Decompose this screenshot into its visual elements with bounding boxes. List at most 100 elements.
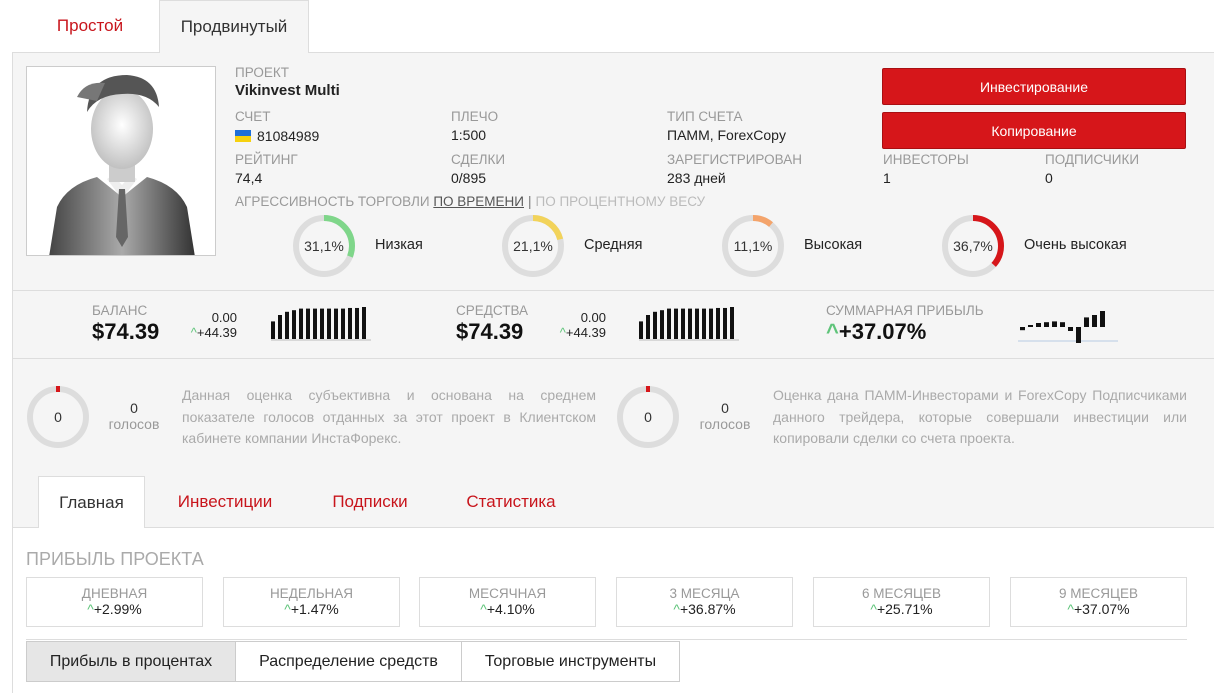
balance-top-number: 0.00 <box>211 310 237 325</box>
copy-button[interactable]: Копирование <box>882 112 1186 149</box>
sparkline-bar <box>1036 323 1041 327</box>
profit-title: ПРИБЫЛЬ ПРОЕКТА <box>26 549 204 569</box>
sparkline-bar <box>1060 322 1065 327</box>
tab-trading-instruments[interactable]: Торговые инструменты <box>461 641 680 682</box>
profit-period-number: +1.47% <box>290 601 339 617</box>
sparkline-bar <box>702 308 706 339</box>
account-number: 81084989 <box>257 128 320 144</box>
profit-period-label: 6 МЕСЯЦЕВ <box>861 586 941 601</box>
up-arrow-icon: ^ <box>190 325 197 340</box>
funds-sparkline <box>639 307 739 341</box>
tab-investments[interactable]: Инвестиции <box>177 492 273 511</box>
sparkline-bar <box>1044 322 1049 327</box>
tab-simple[interactable]: Простой <box>56 16 124 35</box>
profit-period-number: +2.99% <box>93 601 142 617</box>
funds-top-number: 0.00 <box>580 310 606 325</box>
up-arrow-icon: ^ <box>870 601 877 617</box>
trades-label: СДЕЛКИ <box>451 152 506 167</box>
sparkline-bar <box>285 311 289 339</box>
profit-period-label: 3 МЕСЯЦА <box>669 586 740 601</box>
rating-donut-value: 0 <box>644 409 652 425</box>
tab-subscriptions[interactable]: Подписки <box>332 492 408 511</box>
investors-value: 1 <box>883 170 891 186</box>
sparkline-bar <box>723 307 727 339</box>
tab-statistics[interactable]: Статистика <box>466 492 556 511</box>
divider <box>13 290 1214 291</box>
user-silhouette-icon <box>49 75 195 255</box>
vote-count: 0 голосов <box>685 400 765 432</box>
balance-delta: ^+44.39 <box>179 325 237 340</box>
profit-period-box: 9 МЕСЯЦЕВ ^+37.07% <box>1010 577 1187 627</box>
vote-count-number: 0 <box>721 400 729 416</box>
sparkline-bar <box>1092 315 1097 327</box>
sparkline-bar <box>278 315 282 339</box>
sparkline-bar <box>292 310 296 339</box>
ukraine-flag-icon <box>235 130 251 142</box>
sparkline-bar <box>341 308 345 339</box>
aggression-donut: 11,1% <box>721 214 785 278</box>
funds-delta: ^+44.39 <box>548 325 606 340</box>
sparkline-bar <box>334 308 338 339</box>
donut-ring <box>502 215 564 277</box>
aggression-by-time-link[interactable]: ПО ВРЕМЕНИ <box>433 194 524 209</box>
registered-label: ЗАРЕГИСТРИРОВАН <box>667 152 802 167</box>
profit-period-label: НЕДЕЛЬНАЯ <box>269 586 354 601</box>
rating-label: РЕЙТИНГ <box>235 152 298 167</box>
aggression-level-name: Высокая <box>804 237 863 253</box>
sparkline-bar <box>695 308 699 339</box>
aggression-label: АГРЕССИВНОСТЬ ТОРГОВЛИ <box>235 194 430 209</box>
vote-count-number: 0 <box>130 400 138 416</box>
rating-value: 74,4 <box>235 170 263 186</box>
sparkline-bar <box>306 308 310 339</box>
sparkline-bar <box>688 308 692 339</box>
funds-label: СРЕДСТВА <box>456 303 529 318</box>
vote-count: 0 голосов <box>94 400 174 432</box>
aggression-donut: 21,1% <box>501 214 565 278</box>
balance-label: БАЛАНС <box>92 303 148 318</box>
sparkline-bar <box>1084 317 1089 327</box>
sparkline-bar <box>327 308 331 339</box>
trades-value: 0/895 <box>451 170 487 186</box>
donut-ring <box>293 215 355 277</box>
balance-value: $74.39 <box>92 319 160 344</box>
tab-funds-distribution[interactable]: Распределение средств <box>235 641 462 682</box>
profit-period-label: ДНЕВНАЯ <box>81 586 148 601</box>
profit-period-box: 6 МЕСЯЦЕВ ^+25.71% <box>813 577 990 627</box>
up-arrow-icon: ^ <box>1067 601 1074 617</box>
divider <box>26 639 1187 640</box>
profit-period-number: +37.07% <box>1073 601 1130 617</box>
balance-sparkline <box>271 307 371 341</box>
aggression-percent: 31,1% <box>304 238 344 254</box>
tab-profit-percent[interactable]: Прибыль в процентах <box>26 641 236 682</box>
sparkline-bar <box>299 308 303 339</box>
account-type-label: ТИП СЧЕТА <box>667 109 743 124</box>
sparkline-bar <box>1076 327 1081 343</box>
profit-period-label: 9 МЕСЯЦЕВ <box>1058 586 1138 601</box>
tab-main[interactable]: Главная <box>38 476 145 529</box>
total-profit-label: СУММАРНАЯ ПРИБЫЛЬ <box>826 303 984 318</box>
aggression-by-weight-link[interactable]: ПО ПРОЦЕНТНОМУ ВЕСУ <box>535 194 706 209</box>
aggression-level-name: Средняя <box>584 237 643 253</box>
sparkline-bar <box>681 308 685 339</box>
sparkline-bar <box>355 307 359 339</box>
up-arrow-icon: ^ <box>826 319 839 344</box>
account-type-value: ПАММ, ForexCopy <box>667 127 786 143</box>
profit-period-label: МЕСЯЧНАЯ <box>468 586 547 601</box>
up-arrow-icon: ^ <box>673 601 680 617</box>
avatar <box>26 66 216 256</box>
aggression-header: АГРЕССИВНОСТЬ ТОРГОВЛИ ПО ВРЕМЕНИ | ПО ПРО… <box>235 194 705 209</box>
investors-label: ИНВЕСТОРЫ <box>883 152 969 167</box>
donut-ring <box>942 215 1004 277</box>
profit-period-number: +25.71% <box>876 601 933 617</box>
tab-advanced[interactable]: Продвинутый <box>159 0 309 54</box>
profit-period-number: +36.87% <box>679 601 736 617</box>
invest-button[interactable]: Инвестирование <box>882 68 1186 105</box>
sparkline-bar <box>646 315 650 339</box>
aggression-percent: 21,1% <box>513 238 553 254</box>
mode-tabs: Простой Продвинутый <box>12 0 1214 54</box>
aggression-donut: 31,1% <box>292 214 356 278</box>
sparkline-bar <box>674 308 678 339</box>
project-panel: ПРОЕКТ Vikinvest Multi СЧЕТ 81084989 ПЛЕ… <box>12 53 1214 693</box>
profit-period-number: +4.10% <box>486 601 535 617</box>
account-value: 81084989 <box>235 128 319 144</box>
